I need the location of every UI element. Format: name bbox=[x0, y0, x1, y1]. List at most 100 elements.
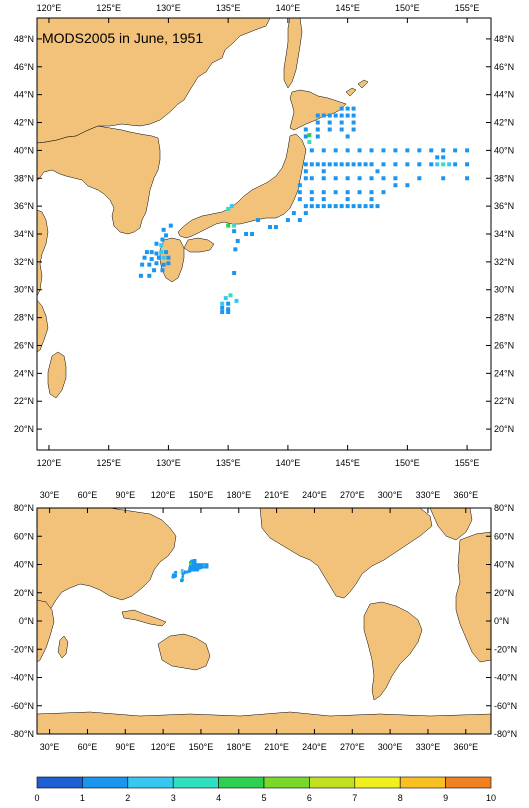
colorbar-label: 5 bbox=[261, 793, 266, 803]
lon-label-top: 140°E bbox=[276, 3, 301, 13]
observation-cell bbox=[256, 218, 261, 223]
global-observation-cell bbox=[181, 575, 184, 579]
observation-cell bbox=[161, 255, 166, 260]
observation-cell bbox=[267, 225, 272, 230]
observation-cell bbox=[303, 162, 308, 167]
observation-cell bbox=[315, 127, 320, 132]
observation-cell bbox=[327, 162, 332, 167]
observation-cell bbox=[250, 232, 255, 236]
regional-land bbox=[36, 17, 369, 399]
observation-cell bbox=[232, 229, 237, 234]
global-lon-label-bottom: 150°E bbox=[189, 742, 214, 752]
observation-cell bbox=[441, 155, 446, 160]
lat-label-left: 44°N bbox=[14, 90, 34, 100]
lat-label-left: 30°N bbox=[14, 285, 34, 295]
global-observation-cell bbox=[191, 561, 194, 564]
global-observation-cell bbox=[194, 566, 198, 569]
observation-cell bbox=[333, 113, 338, 118]
colorbar-label: 2 bbox=[125, 793, 130, 803]
colorbar: 0 1 2 3 4 5 6 7 8 9 10 bbox=[34, 776, 496, 803]
lon-label-top: 155°E bbox=[455, 3, 480, 13]
observation-cell bbox=[149, 250, 154, 255]
observation-cell bbox=[303, 169, 308, 174]
lon-label-top: 130°E bbox=[156, 3, 181, 13]
observation-cell bbox=[226, 307, 231, 312]
global-observation-cell bbox=[197, 563, 200, 566]
global-lon-label-bottom: 270°E bbox=[340, 742, 365, 752]
observation-cell bbox=[405, 162, 410, 167]
observation-cell bbox=[309, 190, 314, 195]
observation-cell bbox=[339, 204, 344, 209]
observation-cell bbox=[168, 223, 173, 228]
observation-cell bbox=[164, 250, 169, 255]
observation-cell bbox=[159, 243, 164, 248]
observation-cell bbox=[147, 262, 152, 267]
regional-map-panel: 120°E 120°E 125°E 125°E 130°E 130°E 135°E 135°E… bbox=[14, 3, 514, 468]
lat-label-left: 38°N bbox=[14, 173, 34, 183]
lat-label-left: 20°N bbox=[14, 424, 34, 434]
colorbar-label: 7 bbox=[352, 793, 357, 803]
lat-label-left: 36°N bbox=[14, 201, 34, 211]
lat-label-right: 22°N bbox=[494, 396, 514, 406]
lat-label-left: 32°N bbox=[14, 257, 34, 267]
indonesia bbox=[121, 609, 167, 627]
observation-cell bbox=[345, 162, 350, 167]
global-observation-cell bbox=[192, 566, 195, 569]
global-observation-cell bbox=[206, 566, 209, 569]
observation-cell bbox=[339, 106, 344, 111]
global-lat-label-left: 0°N bbox=[19, 616, 34, 626]
observation-cell bbox=[154, 241, 159, 246]
observation-cell bbox=[447, 162, 452, 167]
lat-label-right: 20°N bbox=[494, 424, 514, 434]
observation-cell bbox=[441, 176, 446, 181]
observation-cell bbox=[226, 301, 231, 306]
observation-cell bbox=[226, 310, 231, 315]
global-lon-label-bottom: 180°E bbox=[226, 742, 251, 752]
lat-label-left: 46°N bbox=[14, 62, 34, 72]
observation-cell bbox=[161, 227, 166, 232]
global-observation-cell bbox=[192, 563, 195, 566]
lon-label-top: 120°E bbox=[37, 3, 62, 13]
global-observation-cell bbox=[204, 564, 208, 568]
colorbar-swatch bbox=[172, 776, 219, 789]
observation-cell bbox=[309, 148, 314, 153]
observation-cell bbox=[333, 162, 338, 167]
colorbar-label: 9 bbox=[443, 793, 448, 803]
observation-cell bbox=[309, 197, 314, 202]
global-lon-label-top: 360°E bbox=[453, 490, 478, 500]
global-lon-label-bottom: 90°E bbox=[115, 742, 135, 752]
observation-cell bbox=[465, 162, 470, 167]
lat-label-left: 28°N bbox=[14, 313, 34, 323]
observation-cell bbox=[381, 148, 386, 153]
global-observation-cell bbox=[201, 566, 204, 569]
observation-cell bbox=[154, 261, 159, 266]
observation-cell bbox=[321, 176, 326, 181]
observation-cell bbox=[339, 120, 344, 125]
observation-cell bbox=[435, 162, 440, 167]
observation-cell bbox=[309, 162, 314, 167]
global-observation-cell bbox=[194, 567, 198, 570]
observation-cell bbox=[161, 262, 166, 267]
lon-label-bottom: 130°E bbox=[156, 458, 181, 468]
observation-cell bbox=[229, 204, 234, 209]
africa-east bbox=[36, 599, 55, 663]
lon-label-bottom: 125°E bbox=[96, 458, 121, 468]
observation-cell bbox=[375, 169, 380, 174]
global-map-ticks: 30°E 30°E 60°E 60°E 90°E 90°E 120°E 120°E 150°E 1… bbox=[11, 490, 517, 752]
global-lat-label-right: 20°N bbox=[494, 588, 514, 598]
lat-label-right: 34°N bbox=[494, 229, 514, 239]
global-observation-cell bbox=[199, 563, 203, 566]
colorbar-swatch bbox=[82, 776, 129, 789]
colorbar-label: 8 bbox=[398, 793, 403, 803]
observation-cell bbox=[309, 204, 314, 209]
colorbar-swatch bbox=[354, 776, 401, 789]
global-lon-label-top: 240°E bbox=[302, 490, 327, 500]
observation-cell bbox=[273, 225, 278, 230]
lat-label-right: 26°N bbox=[494, 340, 514, 350]
observation-cell bbox=[417, 162, 422, 167]
observation-cell bbox=[226, 223, 231, 228]
observation-cell bbox=[297, 197, 302, 202]
observation-cell bbox=[375, 204, 380, 209]
colorbar-label: 4 bbox=[216, 793, 221, 803]
colorbar-label: 0 bbox=[34, 793, 39, 803]
